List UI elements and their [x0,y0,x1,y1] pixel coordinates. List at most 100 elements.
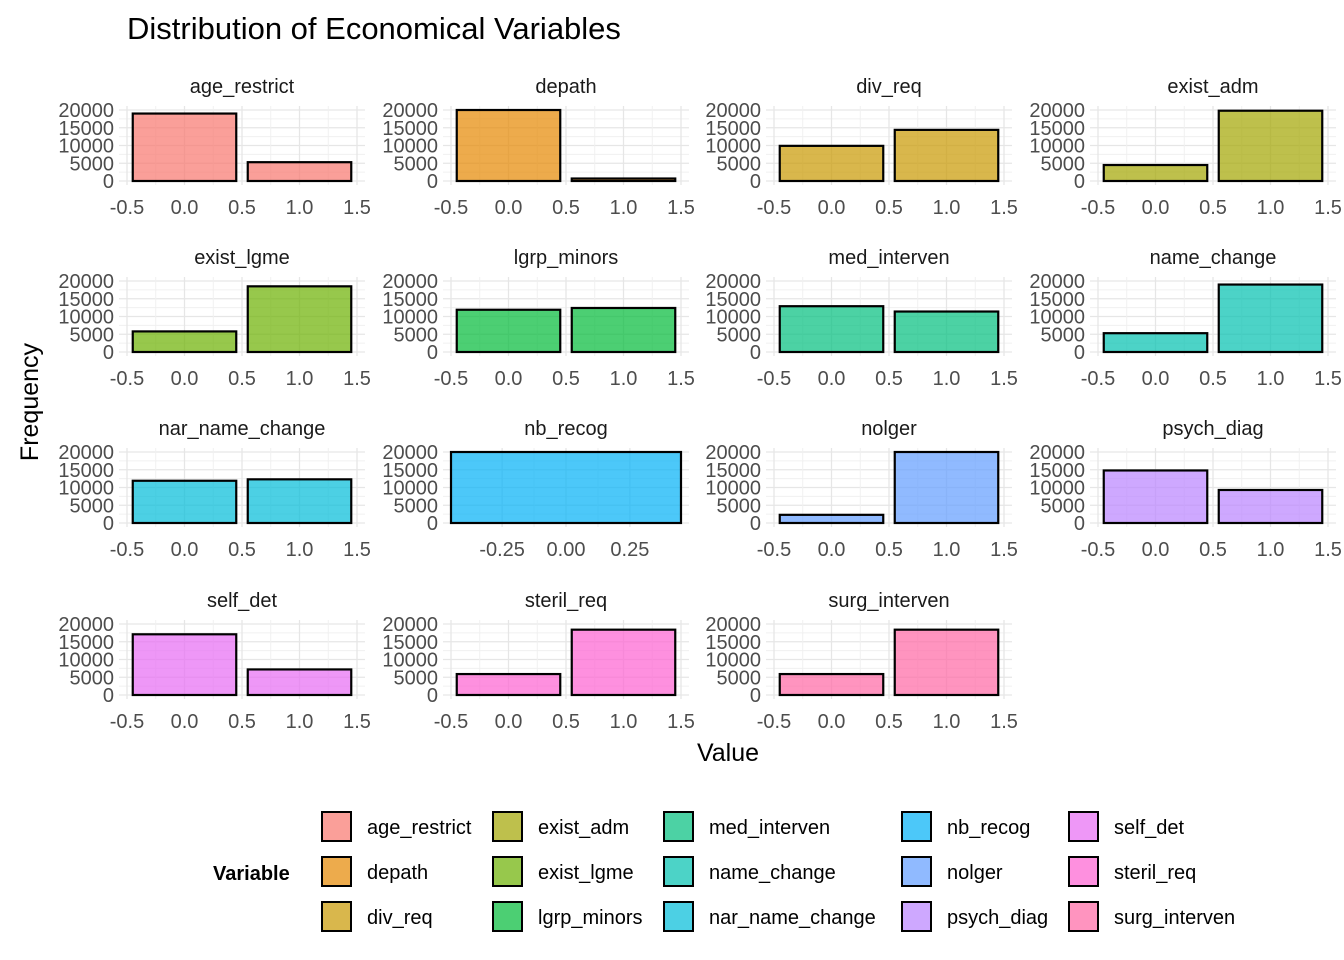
y-tick-label: 0 [103,342,114,364]
panel-title: surg_interven [828,590,949,612]
x-tick-label: 0.5 [552,711,580,733]
bar [778,144,885,183]
x-tick-label: 1.5 [667,197,695,219]
legend-label: div_req [367,907,433,929]
x-tick-label: 0.0 [818,368,846,390]
x-tick-label: 0.5 [1199,368,1227,390]
legend-label: nb_recog [947,817,1030,839]
y-tick-label: 20000 [382,614,438,636]
bar [570,177,677,183]
legend-item-nar_name_change: nar_name_change [663,901,876,932]
y-tick-label: 15000 [58,632,114,654]
x-tick-label: 1.5 [990,197,1018,219]
y-tick-label: 20000 [1029,271,1085,293]
x-tick-label: -0.5 [1081,197,1115,219]
y-tick-label: 0 [427,171,438,193]
bar [455,308,562,354]
x-tick-label: 1.0 [610,368,638,390]
legend-item-psych_diag: psych_diag [901,901,1048,932]
y-tick-label: 15000 [382,289,438,311]
legend-swatch [901,856,932,887]
x-tick-label: 0.5 [228,539,256,561]
legend-swatch [1068,901,1099,932]
x-tick-label: 0.5 [875,197,903,219]
legend-label: self_det [1114,817,1184,839]
bar [131,479,238,525]
bar [246,668,353,697]
panel-title: exist_adm [1167,76,1258,98]
x-tick-label: 0.5 [875,711,903,733]
y-axis-label: Frequency [16,342,44,461]
x-tick-label: 1.0 [610,197,638,219]
bar [1102,163,1209,183]
y-tick-label: 5000 [394,153,439,175]
y-tick-label: 15000 [1029,118,1085,140]
y-tick-label: 15000 [705,289,761,311]
bar [570,628,677,697]
panel-title: lgrp_minors [514,247,618,269]
bar [570,306,677,354]
x-tick-label: 0.5 [552,197,580,219]
x-tick-label: 0.0 [495,368,523,390]
y-tick-label: 0 [1074,171,1085,193]
y-tick-label: 15000 [705,118,761,140]
y-tick-label: 10000 [382,650,438,672]
y-tick-label: 5000 [717,495,762,517]
legend-item-steril_req: steril_req [1068,856,1196,887]
legend-swatch [901,811,932,842]
bar [1217,283,1324,354]
legend-item-depath: depath [321,856,428,887]
y-tick-label: 20000 [58,442,114,464]
x-tick-label: 0.0 [171,368,199,390]
x-tick-label: 0.00 [547,539,586,561]
bar [1102,469,1209,525]
x-tick-label: -0.5 [110,711,144,733]
x-tick-label: 1.5 [1314,368,1342,390]
y-tick-label: 5000 [394,495,439,517]
y-tick-label: 0 [1074,342,1085,364]
legend-swatch [1068,856,1099,887]
bar [449,450,683,525]
x-tick-label: -0.5 [110,368,144,390]
y-tick-label: 5000 [1041,153,1086,175]
x-tick-label: 1.5 [990,368,1018,390]
y-tick-label: 20000 [705,614,761,636]
x-tick-label: 0.0 [495,197,523,219]
x-tick-label: -0.25 [479,539,525,561]
y-tick-label: 20000 [382,100,438,122]
y-tick-label: 20000 [705,100,761,122]
x-tick-label: 1.5 [1314,539,1342,561]
y-tick-label: 15000 [1029,289,1085,311]
panel-title: name_change [1150,247,1277,269]
x-tick-label: 0.5 [1199,197,1227,219]
legend-item-self_det: self_det [1068,811,1184,842]
y-tick-label: 5000 [70,495,115,517]
legend-swatch [321,901,352,932]
x-axis-label: Value [697,739,759,767]
y-tick-label: 15000 [58,460,114,482]
panel-title: div_req [856,76,922,98]
x-tick-label: -0.5 [757,368,791,390]
legend-swatch [321,811,352,842]
y-tick-label: 15000 [705,460,761,482]
bar [131,112,238,183]
x-tick-label: -0.5 [110,539,144,561]
y-tick-label: 15000 [382,460,438,482]
panel-title: nb_recog [524,418,607,440]
bar [1217,488,1324,525]
x-tick-label: 0.0 [1142,539,1170,561]
x-tick-label: 0.0 [1142,368,1170,390]
x-tick-label: 1.0 [933,197,961,219]
y-tick-label: 10000 [58,307,114,329]
legend-title: Variable [213,863,290,885]
panel-title: psych_diag [1162,418,1263,440]
legend-item-lgrp_minors: lgrp_minors [492,901,642,932]
legend-item-exist_lgme: exist_lgme [492,856,634,887]
x-tick-label: 1.5 [343,197,371,219]
